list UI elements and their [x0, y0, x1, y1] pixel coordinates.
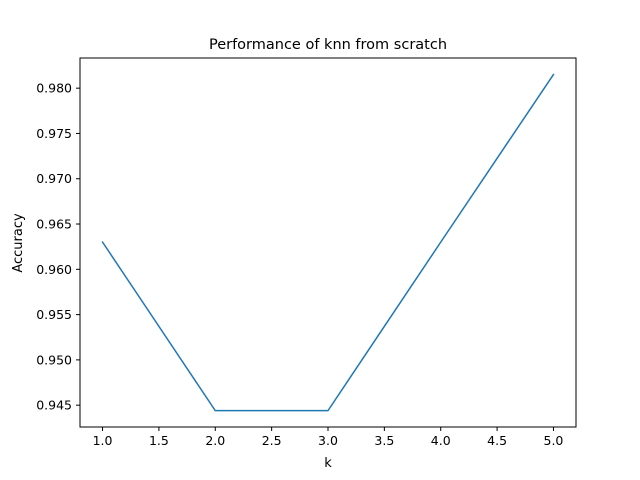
y-tick-label: 0.965: [36, 217, 72, 232]
y-tick-label: 0.950: [36, 352, 72, 367]
x-tick-label: 4.0: [431, 433, 451, 448]
y-tick-label: 0.945: [36, 398, 72, 413]
y-tick-label: 0.960: [36, 262, 72, 277]
x-axis-label: k: [324, 456, 332, 471]
y-tick-label: 0.970: [36, 171, 72, 186]
x-tick-label: 1.5: [149, 433, 169, 448]
y-tick-label: 0.980: [36, 81, 72, 96]
x-tick-label: 4.5: [487, 433, 507, 448]
chart-title: Performance of knn from scratch: [209, 37, 447, 53]
y-tick-label: 0.955: [36, 307, 72, 322]
y-axis-ticks: 0.945 0.950 0.955 0.960 0.965 0.970 0.975 0.980: [36, 81, 80, 413]
x-tick-label: 2.0: [205, 433, 225, 448]
x-tick-label: 3.5: [374, 433, 394, 448]
series-layer: [101, 73, 555, 412]
y-tick-label: 0.975: [36, 126, 72, 141]
x-axis-ticks: 1.0 1.5 2.0 2.5 3.0 3.5 4.0 4.5 5.0: [93, 427, 564, 448]
x-tick-label: 1.0: [93, 433, 113, 448]
x-tick-label: 2.5: [262, 433, 282, 448]
x-tick-label: 3.0: [318, 433, 338, 448]
x-tick-label: 5.0: [544, 433, 564, 448]
series-line: [101, 73, 555, 412]
y-axis-label: Accuracy: [11, 213, 26, 273]
